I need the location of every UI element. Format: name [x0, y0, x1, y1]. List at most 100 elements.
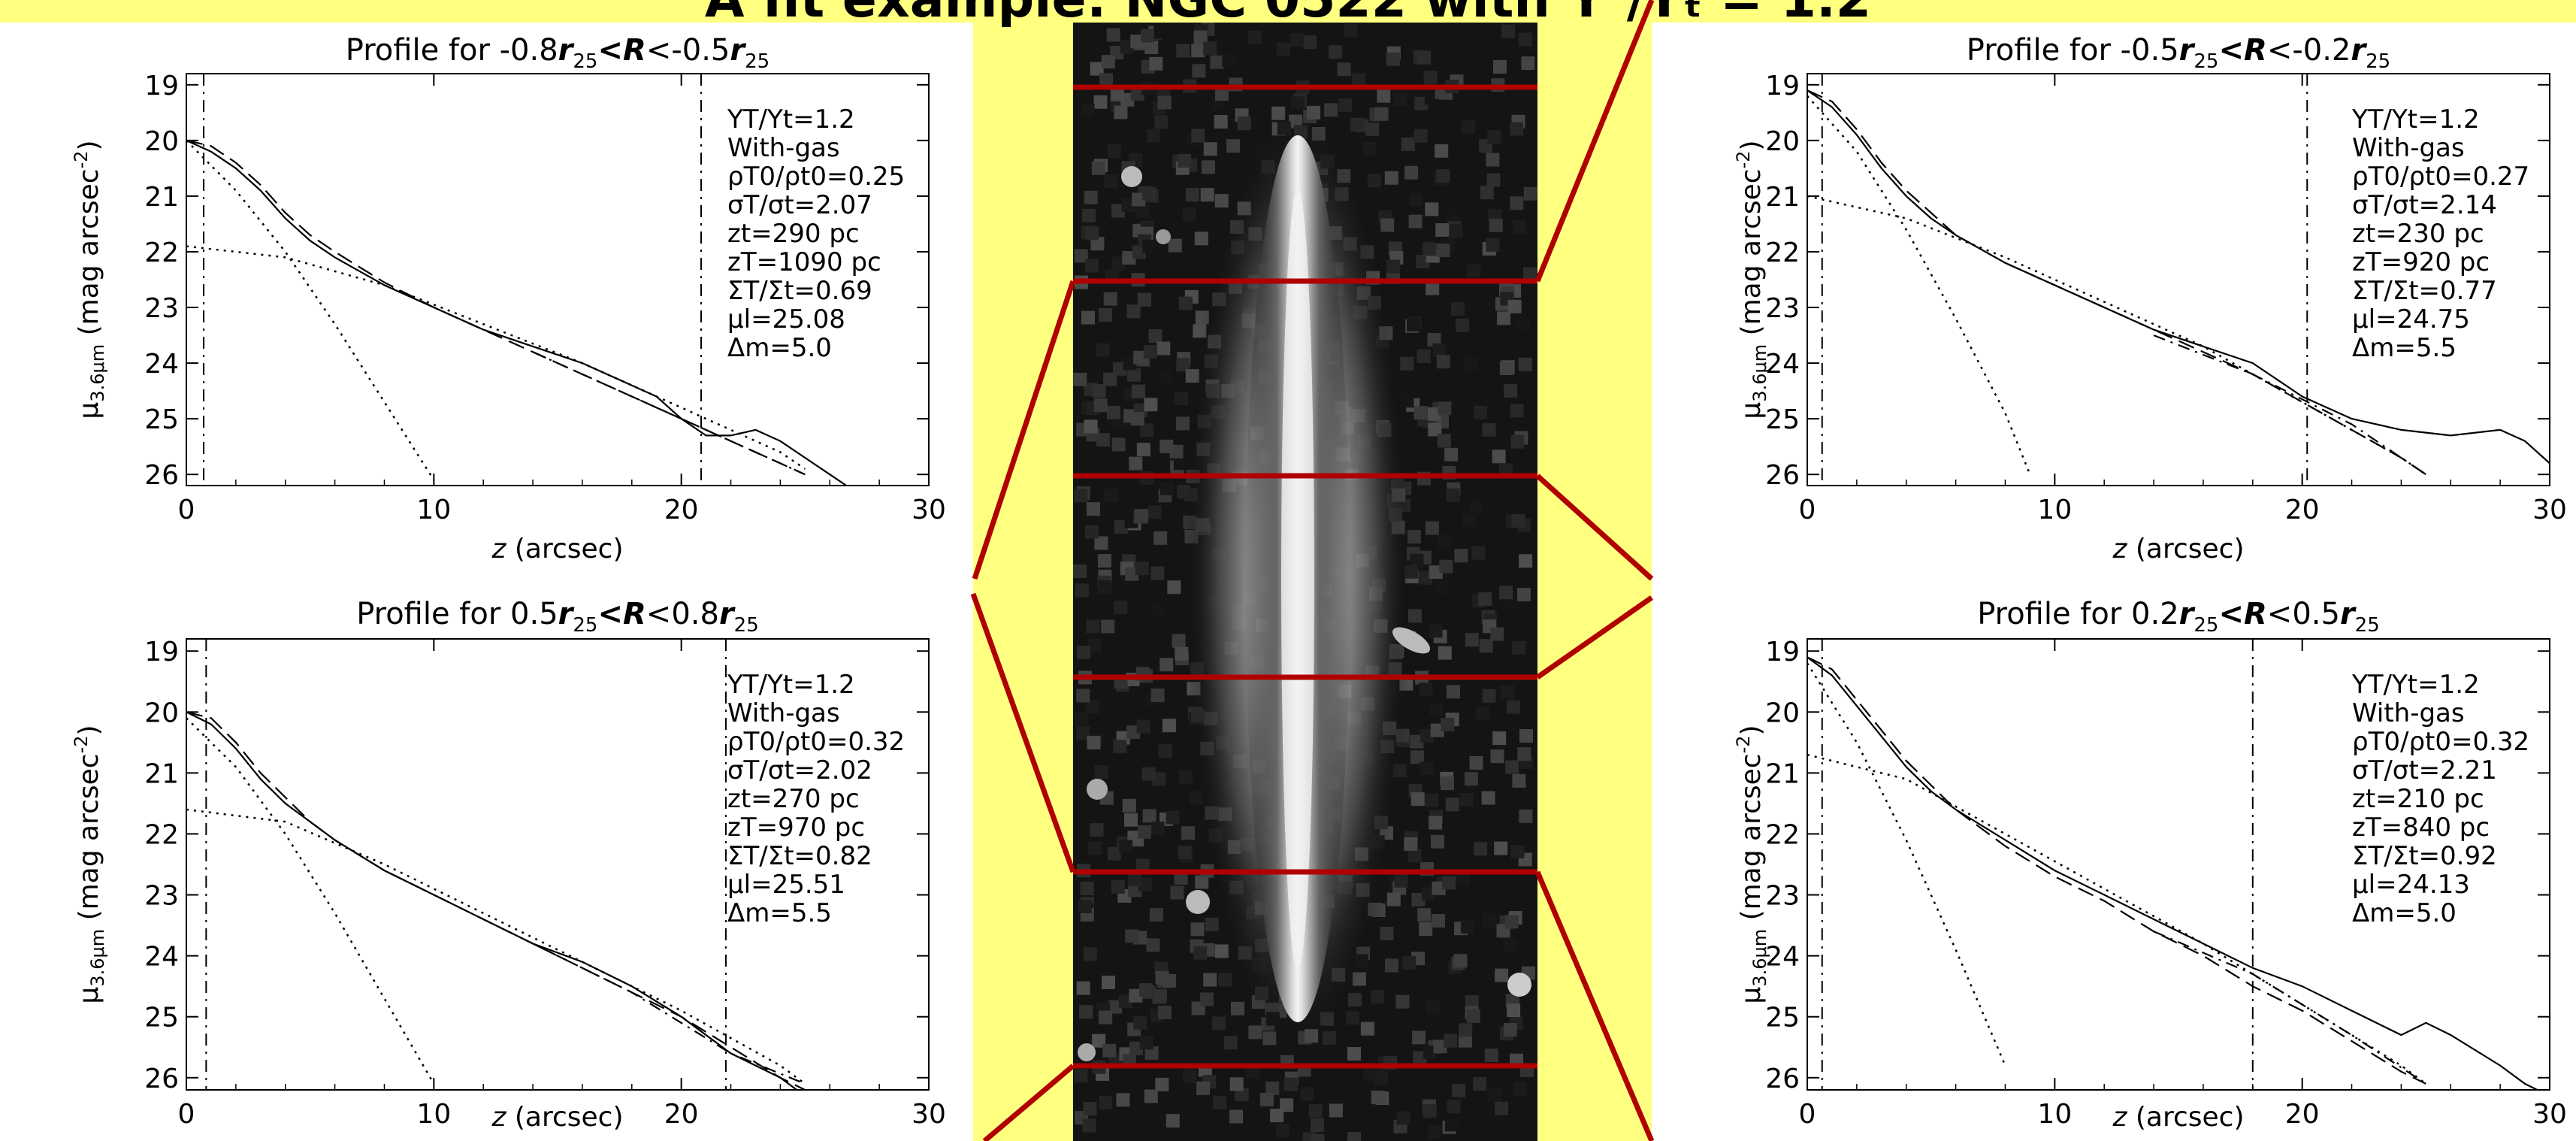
y-tick-label: 24 — [1765, 349, 1800, 380]
noise-pixel — [1479, 639, 1493, 653]
noise-pixel — [1426, 999, 1440, 1013]
noise-pixel — [1410, 553, 1424, 567]
noise-pixel — [1194, 232, 1208, 246]
noise-pixel — [1212, 1016, 1226, 1031]
noise-pixel — [1166, 1114, 1180, 1128]
noise-pixel — [1367, 174, 1381, 188]
noise-pixel — [1126, 368, 1141, 382]
noise-pixel — [1481, 791, 1495, 805]
noise-pixel — [1492, 449, 1506, 464]
noise-pixel — [1214, 115, 1228, 129]
noise-pixel — [1160, 439, 1174, 453]
noise-pixel — [1501, 24, 1515, 38]
noise-pixel — [1090, 62, 1104, 76]
noise-pixel — [1407, 318, 1420, 331]
profile-curve-dotted — [186, 245, 806, 470]
noise-pixel — [1128, 873, 1142, 887]
fit-parameter: Δm=5.5 — [2352, 333, 2457, 363]
fit-parameter: With-gas — [2352, 133, 2465, 163]
noise-pixel — [1133, 350, 1147, 365]
noise-pixel — [1132, 384, 1145, 398]
plot-frame — [1807, 73, 2550, 486]
noise-pixel — [1464, 357, 1478, 371]
star-icon — [1121, 166, 1142, 187]
noise-pixel — [1490, 627, 1504, 641]
noise-pixel — [1352, 73, 1366, 87]
noise-pixel — [1196, 1081, 1211, 1095]
noise-pixel — [1492, 731, 1507, 746]
profile-curve-dashdot — [2153, 931, 2426, 1085]
noise-pixel — [1371, 1090, 1385, 1104]
y-tick-label: 23 — [144, 881, 179, 912]
noise-pixel — [1404, 837, 1418, 851]
noise-pixel — [1150, 689, 1165, 703]
noise-pixel — [1125, 929, 1139, 943]
noise-pixel — [1178, 153, 1192, 168]
noise-pixel — [1478, 592, 1492, 607]
noise-pixel — [1476, 706, 1490, 720]
y-tick-label: 24 — [144, 942, 179, 973]
noise-pixel — [1386, 892, 1401, 906]
x-axis-label: z (arcsec) — [491, 534, 624, 564]
noise-pixel — [1347, 1132, 1361, 1141]
noise-pixel — [1122, 798, 1136, 813]
x-tick-label: 20 — [664, 495, 699, 525]
noise-pixel — [1076, 726, 1090, 740]
noise-pixel — [1432, 881, 1446, 895]
noise-pixel — [1337, 62, 1351, 77]
noise-pixel — [1503, 937, 1517, 952]
profile-curve-dashed — [1807, 656, 2426, 1085]
noise-pixel — [1473, 1077, 1487, 1091]
noise-pixel — [1144, 41, 1159, 54]
noise-pixel — [1270, 1109, 1284, 1123]
noise-pixel — [1377, 89, 1391, 103]
noise-pixel — [1129, 456, 1143, 471]
noise-pixel — [1471, 546, 1486, 560]
noise-pixel — [1523, 267, 1537, 281]
noise-pixel — [1185, 188, 1199, 202]
noise-pixel — [1074, 249, 1088, 263]
noise-pixel — [1107, 846, 1121, 861]
noise-pixel — [1482, 689, 1496, 703]
noise-pixel — [1155, 1077, 1169, 1091]
noise-pixel — [1182, 207, 1196, 222]
noise-pixel — [1350, 117, 1364, 132]
noise-pixel — [1076, 981, 1090, 995]
y-tick-label: 21 — [144, 758, 179, 789]
noise-pixel — [1146, 938, 1160, 952]
y-tick-label: 22 — [1765, 238, 1800, 268]
noise-pixel — [1213, 1095, 1227, 1109]
connector-top-left-a — [972, 280, 1076, 580]
fit-parameter: Δm=5.0 — [727, 333, 832, 363]
y-tick-label: 25 — [144, 1003, 179, 1034]
fit-parameter: ΥT/Υt=1.2 — [727, 670, 855, 700]
noise-pixel — [1150, 908, 1163, 922]
noise-pixel — [1210, 55, 1224, 69]
noise-pixel — [1401, 137, 1415, 151]
x-tick-label: 10 — [416, 495, 451, 525]
noise-pixel — [1092, 1034, 1106, 1048]
noise-pixel — [1459, 792, 1474, 807]
noise-pixel — [1512, 640, 1526, 655]
noise-pixel — [1093, 398, 1108, 413]
noise-pixel — [1427, 333, 1441, 347]
noise-pixel — [1422, 887, 1435, 901]
noise-pixel — [1092, 384, 1106, 398]
noise-pixel — [1119, 840, 1133, 854]
noise-pixel — [1138, 292, 1151, 307]
noise-pixel — [1147, 505, 1162, 519]
noise-pixel — [1454, 549, 1468, 563]
noise-pixel — [1394, 873, 1408, 888]
noise-pixel — [1111, 437, 1126, 452]
noise-pixel — [1423, 1104, 1437, 1118]
noise-pixel — [1521, 56, 1535, 71]
plot-frame — [186, 73, 930, 486]
noise-pixel — [1163, 973, 1177, 988]
x-tick-label: 30 — [912, 1099, 946, 1130]
fit-parameter: σT/σt=2.02 — [727, 755, 872, 785]
noise-pixel — [1420, 761, 1434, 776]
noise-pixel — [1411, 893, 1426, 906]
noise-pixel — [1139, 1036, 1153, 1050]
noise-pixel — [1465, 994, 1479, 1009]
